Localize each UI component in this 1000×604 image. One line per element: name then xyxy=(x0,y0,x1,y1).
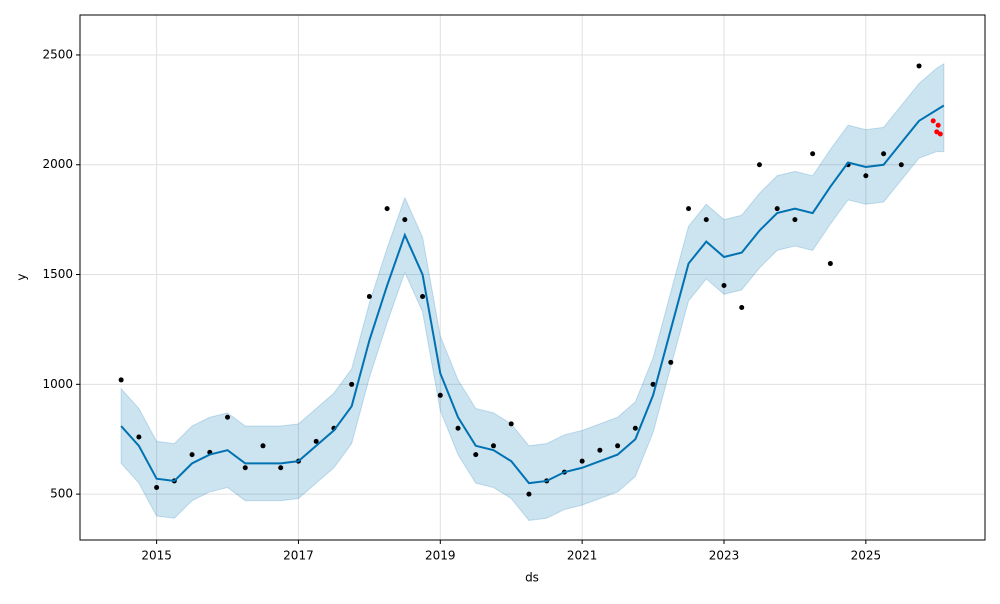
x-tick-label: 2025 xyxy=(851,549,882,563)
data-point xyxy=(579,458,585,464)
data-point xyxy=(455,425,461,431)
forecast-line xyxy=(120,104,945,485)
y-tick-label: 2000 xyxy=(42,157,73,171)
data-point xyxy=(118,377,124,383)
data-point xyxy=(136,434,142,440)
data-point xyxy=(615,443,621,449)
data-point xyxy=(366,293,372,299)
data-point xyxy=(260,443,266,449)
data-point xyxy=(225,414,231,420)
data-point xyxy=(437,392,443,398)
data-point xyxy=(721,283,727,289)
data-point xyxy=(402,217,408,223)
data-point xyxy=(916,63,922,69)
data-point xyxy=(526,491,532,497)
data-point xyxy=(792,217,798,223)
data-point xyxy=(632,425,638,431)
uncertainty-band xyxy=(120,62,945,521)
y-tick-label: 1500 xyxy=(42,267,73,281)
data-point xyxy=(490,443,496,449)
y-tick-label: 1000 xyxy=(42,377,73,391)
data-point xyxy=(189,452,195,458)
data-point xyxy=(420,293,426,299)
data-point xyxy=(349,381,355,387)
data-point xyxy=(863,173,869,179)
data-point xyxy=(668,359,674,365)
data-point xyxy=(154,485,160,491)
data-point xyxy=(935,122,941,128)
x-tick-label: 2017 xyxy=(283,549,314,563)
data-point xyxy=(703,217,709,223)
data-point xyxy=(508,421,514,427)
x-tick-label: 2019 xyxy=(425,549,456,563)
x-tick-label: 2021 xyxy=(567,549,598,563)
data-point xyxy=(242,465,248,471)
data-point xyxy=(384,206,390,212)
data-point xyxy=(473,452,479,458)
data-point xyxy=(650,381,656,387)
data-point xyxy=(756,162,762,168)
data-point xyxy=(827,261,833,267)
data-point xyxy=(937,131,943,137)
x-tick-label: 2023 xyxy=(709,549,740,563)
x-axis-label: ds xyxy=(525,571,539,585)
data-point xyxy=(898,162,904,168)
data-point xyxy=(810,151,816,157)
data-point xyxy=(597,447,603,453)
data-point xyxy=(686,206,692,212)
y-tick-label: 500 xyxy=(50,487,73,501)
data-point xyxy=(774,206,780,212)
data-point xyxy=(930,118,936,124)
y-axis-label: y xyxy=(15,273,29,280)
data-point xyxy=(739,304,745,310)
data-point xyxy=(278,465,284,471)
y-tick-label: 2500 xyxy=(42,47,73,61)
data-point xyxy=(313,438,319,444)
data-point xyxy=(881,151,887,157)
plot-frame xyxy=(79,14,986,541)
x-tick-label: 2015 xyxy=(141,549,172,563)
